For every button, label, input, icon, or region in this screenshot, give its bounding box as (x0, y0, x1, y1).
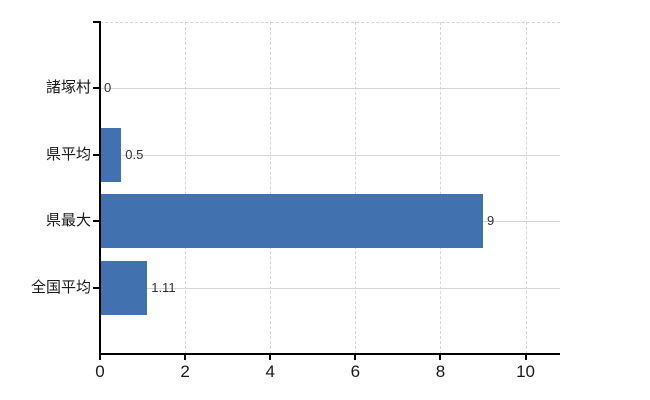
gridline-h (100, 154, 560, 156)
y-axis-tick (93, 87, 99, 90)
x-axis-line (99, 353, 560, 355)
y-axis-tick (93, 21, 99, 23)
gridline-v (185, 22, 187, 354)
x-tick-label: 0 (95, 362, 105, 381)
category-label: 全国平均 (30, 278, 91, 296)
y-axis-tick (93, 153, 99, 156)
gridline-v (355, 22, 357, 354)
y-axis-tick (93, 220, 99, 223)
x-tick-label: 2 (180, 362, 190, 381)
category-label: 県最大 (45, 212, 91, 230)
x-tick-label: 8 (435, 362, 446, 381)
category-label: 諸塚村 (45, 79, 91, 97)
y-axis-tick (93, 286, 99, 289)
gridline-v (270, 22, 272, 354)
gridline-h (100, 88, 560, 90)
bar-data-label: 1.11 (151, 279, 176, 295)
y-axis-line (99, 21, 101, 355)
gridline-v (440, 22, 442, 354)
gridline-h (100, 287, 560, 289)
bar (100, 194, 483, 249)
x-tick-label: 4 (265, 362, 275, 381)
x-tick-label: 6 (350, 362, 361, 381)
gridline-v (525, 22, 527, 354)
bar (100, 260, 148, 315)
x-axis-tick (354, 355, 357, 360)
bar-data-label: 0 (104, 80, 112, 96)
x-axis-tick (439, 355, 442, 360)
plot-top-border (100, 22, 560, 23)
category-label: 県平均 (45, 145, 91, 163)
x-axis-tick (99, 355, 101, 360)
x-axis-tick (524, 355, 527, 360)
x-axis-tick (269, 355, 272, 360)
x-axis-tick (184, 355, 187, 360)
bar-data-label: 0.5 (125, 146, 144, 162)
x-tick-label: 10 (516, 362, 535, 381)
bar-data-label: 9 (486, 213, 495, 229)
bar (100, 127, 122, 182)
